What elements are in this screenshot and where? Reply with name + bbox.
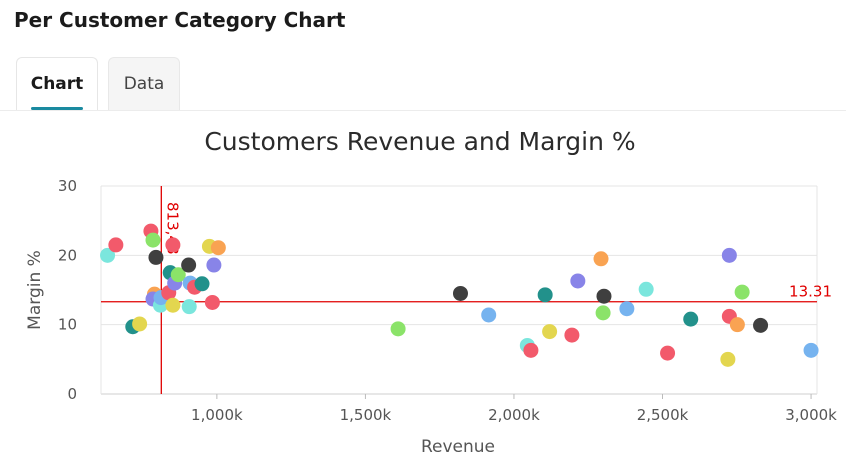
tab-data[interactable]: Data: [108, 57, 180, 110]
page-title: Per Customer Category Chart: [14, 8, 346, 32]
active-tab-indicator: [31, 107, 83, 110]
data-point: [564, 327, 580, 343]
data-point: [206, 257, 222, 273]
data-point: [145, 232, 161, 248]
y-tick-label: 10: [58, 316, 77, 334]
y-tick-label: 30: [58, 177, 77, 195]
data-point: [753, 317, 769, 333]
x-tick-label: 3,000k: [785, 406, 837, 424]
data-point: [619, 301, 635, 317]
grid: [100, 185, 818, 395]
y-axis-label: Margin %: [25, 250, 45, 330]
data-point: [194, 276, 210, 292]
data-point: [734, 284, 750, 300]
data-point: [729, 317, 745, 333]
data-point: [181, 257, 197, 273]
data-point: [542, 324, 558, 340]
data-point: [593, 251, 609, 267]
tab-divider: [0, 110, 846, 111]
data-point: [638, 281, 654, 297]
data-point: [100, 247, 116, 263]
y-tick-label: 0: [67, 385, 77, 403]
axes: 0 10 20 30 1,000k 1,500k 2,000k 2,500k 3,000k: [58, 177, 837, 424]
data-point: [108, 237, 124, 253]
data-point: [595, 305, 611, 321]
x-tick-label: 2,500k: [637, 406, 689, 424]
data-point: [165, 237, 181, 253]
x-axis-label: Revenue: [421, 437, 495, 457]
data-point: [660, 345, 676, 361]
data-point: [570, 273, 586, 289]
data-point: [683, 311, 699, 327]
data-point: [596, 288, 612, 304]
data-point: [537, 287, 553, 303]
data-point: [181, 299, 197, 315]
data-points: [100, 223, 819, 367]
data-point: [148, 249, 164, 265]
data-point: [523, 342, 539, 358]
data-point: [452, 285, 468, 301]
tab-chart-label: Chart: [30, 74, 84, 94]
y-tick-label: 20: [58, 246, 77, 264]
data-point: [165, 297, 181, 313]
data-point: [204, 294, 220, 310]
chart-title: Customers Revenue and Margin %: [204, 127, 635, 156]
data-point: [210, 240, 226, 256]
tab-chart[interactable]: Chart: [16, 57, 98, 110]
x-tick-label: 2,000k: [488, 406, 540, 424]
data-point: [170, 267, 186, 283]
tab-bar: Chart Data: [16, 57, 180, 110]
data-point: [390, 321, 406, 337]
data-point: [720, 351, 736, 367]
data-point: [132, 316, 148, 332]
x-tick-label: 1,000k: [191, 406, 243, 424]
data-point: [721, 247, 737, 263]
horizontal-reference-label: 13.31: [789, 283, 832, 301]
tab-data-label: Data: [123, 74, 165, 94]
data-point: [803, 342, 819, 358]
data-point: [481, 307, 497, 323]
x-tick-label: 1,500k: [340, 406, 392, 424]
